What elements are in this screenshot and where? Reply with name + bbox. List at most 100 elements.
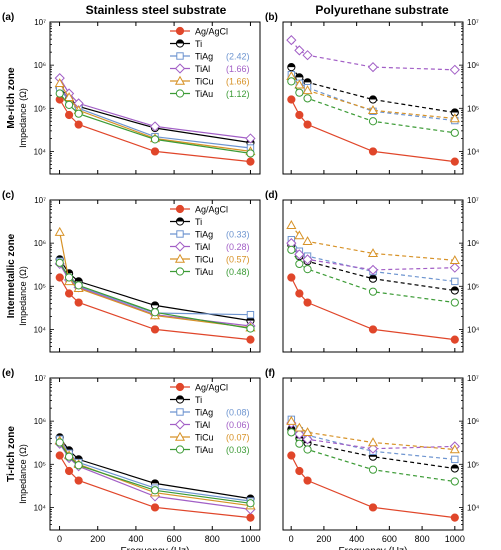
data-point-tiau <box>246 324 255 333</box>
legend-marker <box>175 217 185 226</box>
legend-marker <box>174 419 186 430</box>
y-tick-label: 10⁴ <box>467 147 480 156</box>
y-tick-label: 10⁷ <box>34 196 46 205</box>
legend-entry-tiau: TiAu (0.48) <box>170 267 250 277</box>
data-point-tiau <box>303 445 312 454</box>
legend-entry-ag-agcl: Ag/AgCl <box>170 27 228 37</box>
legend-label: TiAu <box>195 89 213 99</box>
data-point-ag-agcl <box>246 157 255 166</box>
series-tiau <box>287 428 459 486</box>
plot-frame <box>49 199 261 353</box>
data-point-ag-agcl <box>64 466 74 476</box>
data-point-tiau <box>368 117 378 126</box>
series-tiau <box>55 89 255 158</box>
y-tick-label: 10⁶ <box>467 417 479 426</box>
data-point-ti <box>295 73 304 82</box>
plot-frame <box>282 199 464 353</box>
data-point-ticu <box>367 437 379 447</box>
panel-e: 0 200 400 600 800 1000 Frequency (Hz) 10⁴ 10⁵ 10⁶… <box>2 368 261 550</box>
legend-label: TiAg <box>195 52 213 62</box>
data-point-ag-agcl <box>287 273 296 282</box>
data-point-tial <box>286 35 297 46</box>
y-tick-label: 10⁵ <box>467 282 479 291</box>
data-point-tiau <box>368 465 378 474</box>
y-tick-label: 10⁷ <box>467 18 479 27</box>
data-point-tiau <box>303 94 312 103</box>
plot-frame <box>282 21 464 175</box>
data-point-ti <box>368 274 378 283</box>
data-point-tial <box>449 262 460 273</box>
data-point-ag-agcl <box>246 335 255 344</box>
panel-c: 10⁴ 10⁵ 10⁶ 10⁷ Intermetallic zone Impedance … <box>2 190 261 353</box>
y-tick-label: 10⁴ <box>467 503 480 512</box>
series-tial <box>54 258 256 332</box>
y-tick-label: 10⁵ <box>467 460 479 469</box>
panel-letter: (b) <box>265 12 278 23</box>
column-titles: Stainless steel substrate Polyurethane s… <box>86 3 449 17</box>
x-tick-label: 800 <box>205 534 220 544</box>
data-point-ag-agcl <box>150 503 160 512</box>
data-point-ag-agcl <box>450 335 459 344</box>
legend-value: (1.66) <box>226 64 250 74</box>
data-point-ag-agcl <box>303 120 312 129</box>
data-point-tiau <box>150 308 160 317</box>
data-point-ag-agcl <box>55 273 64 282</box>
series-tial <box>286 35 460 75</box>
data-point-tiau <box>368 287 378 296</box>
y-tick-label: 10⁷ <box>467 196 479 205</box>
data-point-ag-agcl <box>295 289 304 298</box>
legend-value: (0.33) <box>226 230 250 240</box>
legend-label: TiAl <box>195 64 210 74</box>
legend-marker <box>175 267 185 276</box>
data-point-ag-agcl <box>368 503 378 512</box>
legend-marker <box>174 63 186 74</box>
series-ti <box>287 63 459 117</box>
series-ag-agcl <box>287 273 459 344</box>
data-point-ticu <box>449 444 460 454</box>
y-tick-label: 10⁵ <box>34 460 46 469</box>
data-point-ticu <box>302 236 313 246</box>
data-point-ticu <box>54 226 65 236</box>
series-tiau <box>55 258 255 333</box>
data-point-tiag <box>451 455 459 464</box>
legend-marker <box>176 52 184 60</box>
y-tick-label: 10⁷ <box>34 374 46 383</box>
data-point-ticu <box>302 85 313 95</box>
x-tick-label: 0 <box>289 534 294 544</box>
y-axis-label: Impedance (Ω) <box>18 444 28 504</box>
data-point-ti <box>450 464 459 473</box>
col-title-left: Stainless steel substrate <box>86 3 227 17</box>
data-point-ag-agcl <box>246 513 255 522</box>
data-point-ag-agcl <box>64 110 74 120</box>
panel-b: 10⁴ 10⁵ 10⁶ 10⁷ (b) <box>265 12 480 175</box>
data-point-ag-agcl <box>450 157 459 166</box>
legend-entry-tiau: TiAu (1.12) <box>170 89 250 99</box>
x-tick-label: 600 <box>167 534 182 544</box>
legend-marker <box>174 241 186 252</box>
data-point-tial <box>449 64 460 75</box>
legend-label: TiAu <box>195 267 213 277</box>
data-point-tiau <box>64 452 74 461</box>
data-point-ticu <box>367 248 379 258</box>
data-point-tiag <box>451 277 459 286</box>
data-point-ticu <box>294 79 305 89</box>
data-point-ticu <box>294 422 305 432</box>
legend-value: (2.42) <box>226 52 250 62</box>
data-point-tiau <box>64 100 74 109</box>
legend-label: TiAu <box>195 445 213 455</box>
row-label: Me-rich zone <box>6 67 17 129</box>
data-point-tial <box>302 254 313 265</box>
x-tick-label: 400 <box>128 534 143 544</box>
data-point-tial <box>367 62 379 73</box>
data-point-ag-agcl <box>150 147 160 156</box>
data-point-tiau <box>450 298 459 307</box>
data-point-ag-agcl <box>150 325 160 334</box>
y-tick-label: 10⁴ <box>34 503 47 512</box>
legend-marker <box>175 382 185 392</box>
data-point-ticu <box>294 230 305 240</box>
legend-marker <box>175 395 185 404</box>
y-tick-label: 10⁴ <box>34 147 47 156</box>
x-tick-label: 600 <box>382 534 397 544</box>
x-tick-label: 200 <box>90 534 105 544</box>
